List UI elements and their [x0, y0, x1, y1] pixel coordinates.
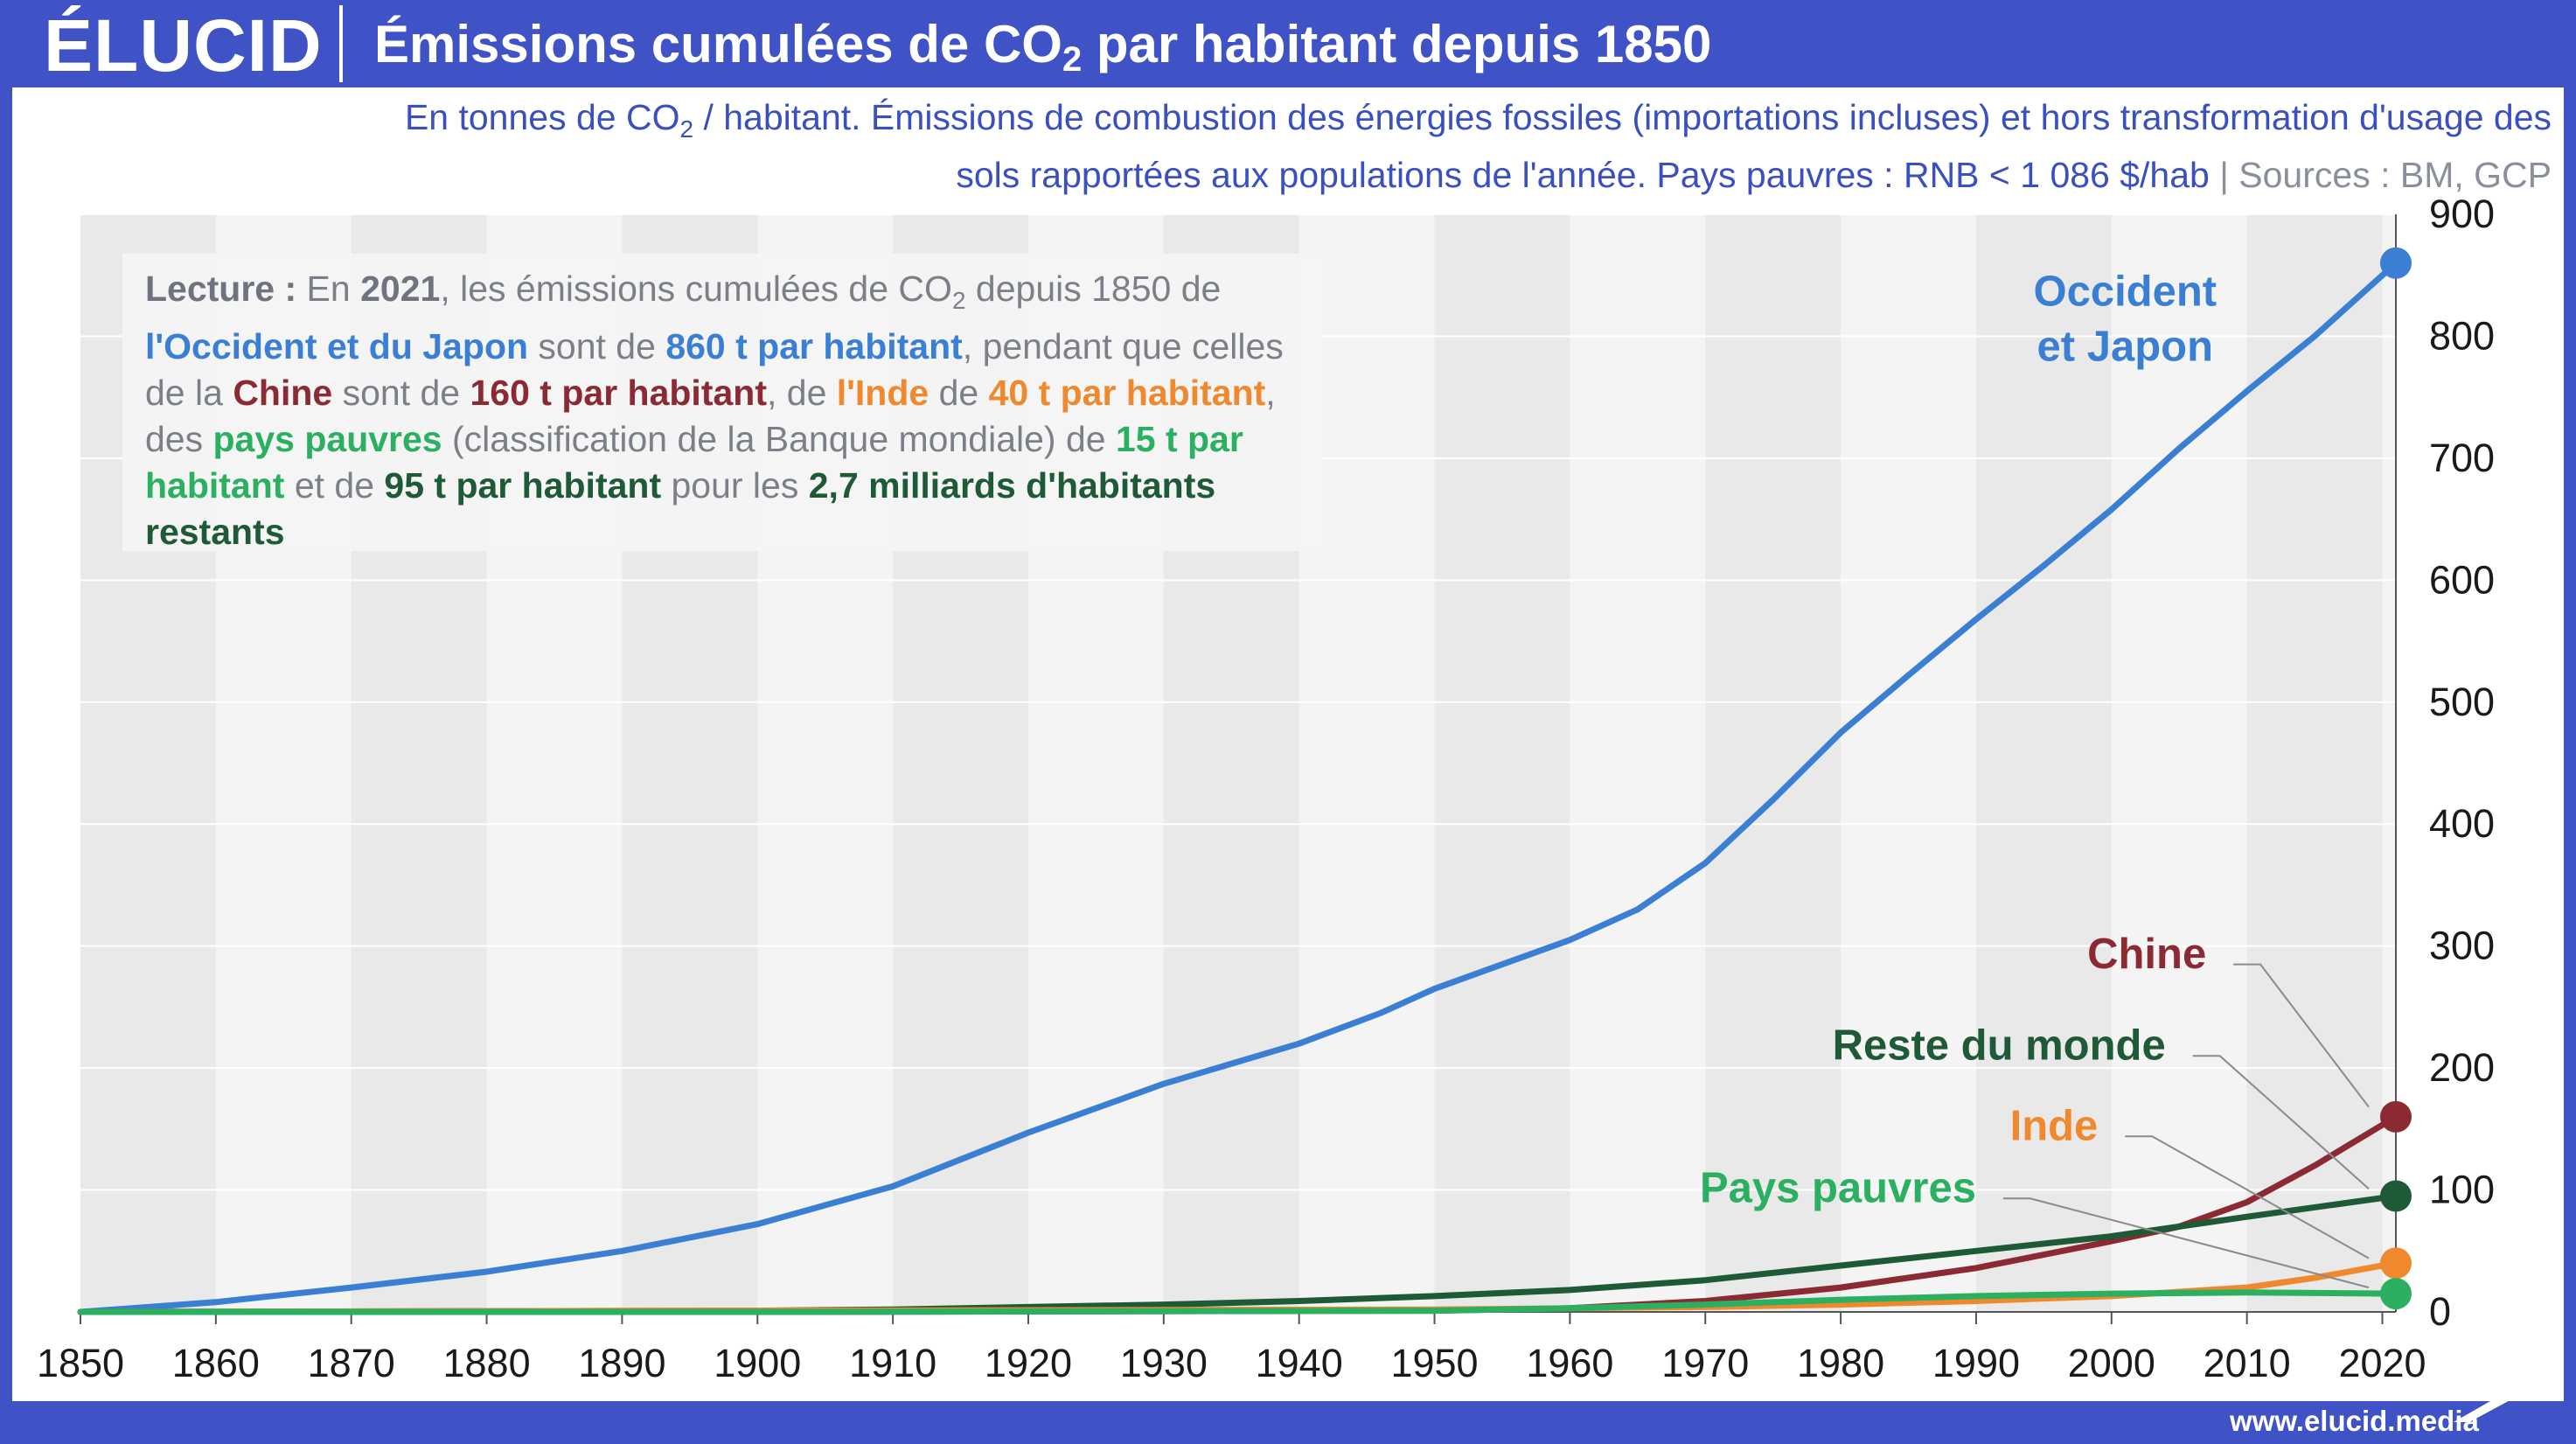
- x-tick-label: 1870: [308, 1341, 395, 1385]
- note-t7: sont de: [528, 326, 666, 367]
- subtitle-subscript: 2: [679, 115, 694, 143]
- x-tick-label: 1940: [1256, 1341, 1343, 1385]
- note-t24: 2,7 milliards d'habitants restants: [145, 465, 1216, 553]
- title-subscript: 2: [1062, 40, 1083, 79]
- plot-background: [80, 214, 2396, 1312]
- x-tick-label: 1920: [985, 1341, 1072, 1385]
- y-tick-label: 0: [2429, 1289, 2451, 1334]
- series-endpoint-1: [2380, 1100, 2412, 1133]
- x-tick-label: 2010: [2204, 1341, 2291, 1385]
- series-line-0: [77, 260, 2399, 1315]
- note-t5: depuis 1850 de: [965, 269, 1222, 309]
- note-t23: pour les: [661, 465, 809, 506]
- x-tick-label: 1930: [1120, 1341, 1208, 1385]
- y-tick-label: 800: [2429, 313, 2495, 358]
- x-tick-label: 1890: [578, 1341, 665, 1385]
- note-t9: , pendant que celles de la: [145, 326, 1284, 414]
- y-axis-labels: 0 100 200 300 400 500 600 700 800 900: [2429, 192, 2495, 1334]
- note-t13: , de: [766, 373, 837, 414]
- note-t17: , des: [145, 373, 1276, 460]
- note-t15: de: [929, 373, 989, 414]
- series-label-0: et Japon: [2037, 323, 2213, 370]
- chart-title: Émissions cumulées de CO2 par habitant d…: [374, 14, 1711, 80]
- note-t3: 2021: [360, 269, 441, 309]
- leader-line-2: [2192, 1055, 2370, 1189]
- series-label-3: Inde: [2010, 1102, 2099, 1149]
- y-tick-label: 400: [2429, 801, 2495, 846]
- series-label-1: Chine: [2087, 931, 2206, 978]
- series-endpoints: [2380, 247, 2412, 1310]
- x-axis-labels: 1850 1860 1870 1880 1890 1900 1910 1920 1930 1940…: [37, 1341, 2426, 1385]
- elucid-mark-icon: [2454, 1387, 2515, 1422]
- note-t6: l'Occident et du Japon: [145, 326, 529, 367]
- x-tick-label: 1990: [1932, 1341, 2020, 1385]
- series-label-0: Occident: [2033, 269, 2217, 316]
- note-t21: et de: [284, 465, 385, 506]
- leader-line-3: [2125, 1135, 2370, 1259]
- y-tick-label: 900: [2429, 192, 2495, 236]
- series-endpoint-2: [2380, 1180, 2412, 1212]
- note-t18: pays pauvres: [212, 419, 442, 460]
- x-tick-label: 1950: [1390, 1341, 1478, 1385]
- note-t1: Lecture :: [145, 269, 297, 309]
- x-tick-label: 1980: [1797, 1341, 1884, 1385]
- x-tick-label: 1960: [1526, 1341, 1613, 1385]
- decade-band: [1434, 214, 1570, 1312]
- note-t19: (classification de la Banque mondiale) d…: [442, 419, 1116, 460]
- elucid-logo: ÉLUCID: [44, 4, 323, 87]
- y-tick-label: 700: [2429, 436, 2495, 480]
- series-endpoint-3: [2380, 1247, 2412, 1280]
- note-t2: En: [296, 269, 361, 309]
- label-leaders: [2002, 963, 2370, 1289]
- series-endpoint-4: [2380, 1278, 2412, 1310]
- decade-band: [2246, 214, 2383, 1312]
- y-tick-label: 600: [2429, 557, 2495, 602]
- x-tick-label: 2020: [2338, 1341, 2426, 1385]
- x-tick-label: 1850: [37, 1341, 124, 1385]
- x-tick-label: 1860: [172, 1341, 260, 1385]
- title-part-2: par habitant depuis 1850: [1082, 15, 1712, 73]
- note-t16: 40 t par habitant: [988, 373, 1266, 414]
- header-bar: ÉLUCID Émissions cumulées de CO2 par hab…: [0, 0, 2576, 87]
- note-t20: 15 t par habitant: [145, 419, 1243, 506]
- leader-line-1: [2233, 963, 2370, 1108]
- decade-band: [1975, 214, 2112, 1312]
- reading-note-box: Lecture : En 2021, les émissions cumulée…: [122, 254, 1322, 552]
- y-tick-label: 300: [2429, 924, 2495, 968]
- note-t14: l'Inde: [836, 373, 929, 414]
- x-tick-label: 1910: [849, 1341, 936, 1385]
- chart-subtitle: En tonnes de CO2 / habitant. Émissions d…: [374, 94, 2552, 198]
- leader-line-4: [2002, 1197, 2370, 1289]
- subtitle-part-2: / habitant. Émissions de combustion des …: [693, 97, 2552, 196]
- title-part-1: Émissions cumulées de CO: [374, 15, 1062, 73]
- series-label-4: Pays pauvres: [1700, 1165, 1976, 1212]
- subtitle-separator: |: [2209, 155, 2239, 196]
- series-labels: Occident et Japon Chine Reste du monde Inde P…: [1700, 269, 2217, 1212]
- x-tick-label: 1970: [1661, 1341, 1749, 1385]
- note-t4-subscript: 2: [951, 287, 966, 315]
- series-label-2: Reste du monde: [1833, 1022, 2166, 1069]
- x-tick-label: 1880: [443, 1341, 531, 1385]
- note-t8: 860 t par habitant: [665, 326, 963, 367]
- note-t4: , les émissions cumulées de CO: [440, 269, 952, 309]
- note-t22: 95 t par habitant: [384, 465, 662, 506]
- note-t10: Chine: [233, 373, 333, 414]
- series-endpoint-0: [2380, 247, 2412, 279]
- decade-band: [1705, 214, 1841, 1312]
- y-tick-label: 100: [2429, 1168, 2495, 1212]
- footer-url: www.elucid.media: [2230, 1405, 2479, 1437]
- subtitle-part-1: En tonnes de CO: [404, 97, 680, 137]
- y-tick-label: 200: [2429, 1045, 2495, 1090]
- note-t12: 160 t par habitant: [470, 373, 767, 414]
- note-t11: sont de: [332, 373, 470, 414]
- series-line-4: [77, 1289, 2399, 1315]
- x-tick-label: 1900: [714, 1341, 801, 1385]
- x-tick-label: 2000: [2068, 1341, 2155, 1385]
- y-tick-label: 500: [2429, 680, 2495, 724]
- subtitle-sources: Sources : BM, GCP: [2238, 155, 2552, 196]
- reading-note-text: Lecture : En 2021, les émissions cumulée…: [145, 266, 1317, 555]
- header-divider: [339, 5, 343, 82]
